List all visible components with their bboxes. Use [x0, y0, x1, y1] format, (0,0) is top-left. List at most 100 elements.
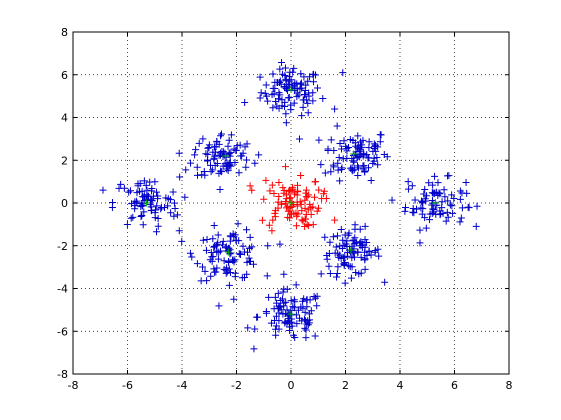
- outer-cluster-point: [310, 292, 318, 300]
- outer-cluster-point: [213, 264, 221, 272]
- outer-cluster-point: [300, 73, 308, 81]
- outer-cluster-point: [171, 204, 179, 212]
- outer-cluster-point: [331, 105, 339, 113]
- outer-cluster-point: [108, 204, 116, 212]
- inner-cluster-point: [301, 204, 309, 212]
- outer-cluster-point: [280, 285, 288, 293]
- outer-cluster-point: [304, 77, 312, 85]
- outer-cluster-point: [200, 167, 208, 175]
- outer-cluster-point: [176, 173, 184, 181]
- outer-cluster-point: [226, 268, 234, 276]
- inner-cluster-point: [293, 198, 301, 206]
- outer-cluster-point: [244, 248, 252, 256]
- y-tick-label: 2: [61, 154, 68, 167]
- outer-cluster-point: [374, 245, 382, 253]
- outer-cluster-point: [310, 70, 318, 78]
- outer-cluster-point: [416, 239, 424, 247]
- outer-cluster-point: [281, 64, 289, 72]
- outer-cluster-point: [214, 231, 222, 239]
- outer-cluster-point: [335, 153, 343, 161]
- outer-cluster-point: [282, 119, 290, 127]
- x-tick-label: 2: [342, 379, 349, 392]
- outer-cluster-point: [245, 244, 253, 252]
- outer-cluster-point: [201, 171, 209, 179]
- outer-cluster-point: [188, 253, 196, 261]
- outer-cluster-point: [428, 189, 436, 197]
- inner-cluster-point: [303, 193, 311, 201]
- outer-cluster-point: [441, 193, 449, 201]
- outer-cluster-point: [341, 231, 349, 239]
- outer-cluster-point: [203, 277, 211, 285]
- outer-cluster-point: [317, 161, 325, 169]
- outer-cluster-point: [306, 316, 314, 324]
- outer-cluster-point: [291, 334, 299, 342]
- outer-cluster-point: [282, 110, 290, 118]
- inner-cluster-point: [258, 216, 266, 224]
- outer-cluster-point: [153, 188, 161, 196]
- outer-cluster-point: [242, 163, 250, 171]
- outer-cluster-point: [352, 269, 360, 277]
- y-tick-label: 6: [61, 69, 68, 82]
- x-tick-label: 4: [397, 379, 404, 392]
- outer-cluster-point: [213, 160, 221, 168]
- outer-cluster-point: [175, 149, 183, 157]
- outer-cluster-point: [199, 135, 207, 143]
- outer-cluster-point: [154, 214, 162, 222]
- outer-cluster-point: [204, 157, 212, 165]
- outer-cluster-point: [319, 95, 327, 103]
- inner-cluster-point: [260, 195, 268, 203]
- outer-cluster-point: [426, 216, 434, 224]
- inner-cluster-point: [302, 186, 310, 194]
- outer-cluster-point: [327, 136, 335, 144]
- outer-cluster-point: [255, 151, 263, 159]
- outer-cluster-point: [278, 58, 286, 66]
- outer-cluster-point: [229, 256, 237, 264]
- outer-cluster-point: [233, 142, 241, 150]
- outer-cluster-point: [464, 203, 472, 211]
- outer-cluster-point: [99, 186, 107, 194]
- outer-cluster-point: [283, 320, 291, 328]
- outer-cluster-point: [210, 221, 218, 229]
- outer-cluster-point: [402, 204, 410, 212]
- centroid-point: [287, 199, 295, 207]
- outer-cluster-point: [302, 334, 310, 342]
- outer-cluster-point: [270, 90, 278, 98]
- outer-cluster-point: [223, 264, 231, 272]
- outer-cluster-point: [139, 202, 147, 210]
- outer-cluster-point: [354, 132, 362, 140]
- outer-cluster-point: [419, 199, 427, 207]
- inner-cluster-point: [307, 211, 315, 219]
- outer-cluster-point: [164, 202, 172, 210]
- outer-cluster-point: [304, 99, 312, 107]
- outer-cluster-point: [132, 197, 140, 205]
- outer-cluster-point: [275, 89, 283, 97]
- inner-cluster-point: [320, 187, 328, 195]
- outer-cluster-point: [170, 199, 178, 207]
- outer-cluster-point: [436, 211, 444, 219]
- outer-cluster-point: [381, 278, 389, 286]
- outer-cluster-point: [348, 254, 356, 262]
- outer-cluster-point: [323, 255, 331, 263]
- outer-cluster-point: [175, 227, 183, 235]
- inner-cluster-point: [282, 163, 290, 171]
- outer-cluster-point: [303, 303, 311, 311]
- outer-cluster-point: [199, 263, 207, 271]
- outer-cluster-point: [301, 324, 309, 332]
- outer-cluster-point: [117, 180, 125, 188]
- x-tick-label: -2: [231, 379, 242, 392]
- outer-cluster-point: [286, 68, 294, 76]
- outer-cluster-point: [421, 214, 429, 222]
- outer-cluster-point: [280, 270, 288, 278]
- outer-cluster-point: [140, 193, 148, 201]
- outer-cluster-point: [309, 97, 317, 105]
- inner-cluster-point: [288, 183, 296, 191]
- outer-cluster-point: [246, 233, 254, 241]
- inner-cluster-point: [277, 200, 285, 208]
- outer-cluster-point: [209, 166, 217, 174]
- outer-cluster-point: [215, 151, 223, 159]
- outer-cluster-point: [354, 248, 362, 256]
- inner-cluster-point: [301, 223, 309, 231]
- outer-cluster-point: [333, 270, 341, 278]
- outer-cluster-point: [245, 254, 253, 262]
- outer-cluster-point: [275, 302, 283, 310]
